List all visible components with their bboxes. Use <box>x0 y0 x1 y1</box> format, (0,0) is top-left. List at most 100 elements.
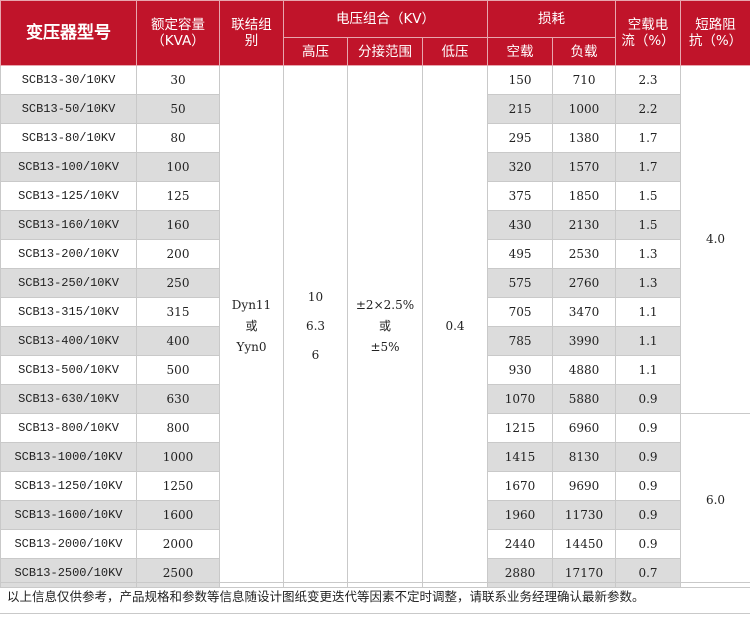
load-loss-cell: 9690 <box>552 471 617 501</box>
capacity-cell: 200 <box>136 239 220 269</box>
header-capacity: 额定容量 （KVA） <box>136 0 220 66</box>
table-row: SCB13-30/10KV 30 Dyn11 或 Yyn0 10 6.3 6 ±2×2.5% 或 ±… <box>0 65 750 588</box>
capacity-cell: 1000 <box>136 442 220 472</box>
capacity-cell: 630 <box>136 384 220 414</box>
no-load-loss-cell: 295 <box>487 123 554 153</box>
model-cell: SCB13-1000/10KV <box>0 442 137 472</box>
impedance-cell: 6.0 <box>680 413 750 588</box>
table-row: SCB13-160/10KV 160 430 2130 1.5 <box>0 210 750 240</box>
no-load-loss-cell: 495 <box>487 239 554 269</box>
model-cell: SCB13-1600/10KV <box>0 500 137 530</box>
model-cell: SCB13-800/10KV <box>0 413 137 443</box>
load-loss-cell: 3470 <box>552 297 617 327</box>
load-loss-cell: 8130 <box>552 442 617 472</box>
table-row: SCB13-125/10KV 125 375 1850 1.5 <box>0 181 750 211</box>
no-load-loss-cell: 375 <box>487 181 554 211</box>
load-loss-cell: 2530 <box>552 239 617 269</box>
footnote: 以上信息仅供参考，产品规格和参数等信息随设计图纸变更迭代等因素不定时调整，请联系… <box>0 582 750 614</box>
no-load-loss-cell: 430 <box>487 210 554 240</box>
no-load-loss-cell: 150 <box>487 65 554 95</box>
no-load-current-cell: 1.1 <box>615 326 682 356</box>
header-impedance: 短路阻 抗（%） <box>680 0 750 66</box>
load-loss-cell: 17170 <box>552 558 617 588</box>
no-load-loss-cell: 785 <box>487 326 554 356</box>
no-load-current-cell: 0.9 <box>615 384 682 414</box>
load-loss-cell: 14450 <box>552 529 617 559</box>
table-header: 变压器型号 额定容量 （KVA） 联结组别 电压组合（KV） 损耗 空载电 流（%）… <box>0 0 750 66</box>
model-cell: SCB13-100/10KV <box>0 152 137 182</box>
no-load-current-cell: 0.9 <box>615 529 682 559</box>
header-loss: 损耗 <box>487 0 617 38</box>
table-row: SCB13-630/10KV 630 1070 5880 0.9 <box>0 384 750 414</box>
no-load-current-cell: 2.2 <box>615 94 682 124</box>
impedance-cell: 4.0 <box>680 65 750 414</box>
header-tap-range: 分接范围 <box>347 37 423 66</box>
no-load-loss-cell: 1960 <box>487 500 554 530</box>
model-cell: SCB13-250/10KV <box>0 268 137 298</box>
model-cell: SCB13-30/10KV <box>0 65 137 95</box>
capacity-cell: 1250 <box>136 471 220 501</box>
no-load-current-cell: 1.3 <box>615 268 682 298</box>
no-load-loss-cell: 215 <box>487 94 554 124</box>
no-load-loss-cell: 1215 <box>487 413 554 443</box>
table-row: SCB13-200/10KV 200 495 2530 1.3 <box>0 239 750 269</box>
header-model: 变压器型号 <box>0 0 137 66</box>
model-cell: SCB13-200/10KV <box>0 239 137 269</box>
no-load-current-cell: 2.3 <box>615 65 682 95</box>
table-row: SCB13-1250/10KV 1250 1670 9690 0.9 <box>0 471 750 501</box>
header-connection: 联结组别 <box>219 0 284 66</box>
capacity-cell: 30 <box>136 65 220 95</box>
capacity-cell: 1600 <box>136 500 220 530</box>
no-load-loss-cell: 575 <box>487 268 554 298</box>
no-load-current-cell: 0.9 <box>615 413 682 443</box>
capacity-cell: 125 <box>136 181 220 211</box>
header-load-loss: 负载 <box>552 37 617 66</box>
capacity-cell: 160 <box>136 210 220 240</box>
connection-group-cell: Dyn11 或 Yyn0 <box>219 65 284 588</box>
table-row: SCB13-500/10KV 500 930 4880 1.1 <box>0 355 750 385</box>
table-row: SCB13-80/10KV 80 295 1380 1.7 <box>0 123 750 153</box>
capacity-cell: 50 <box>136 94 220 124</box>
no-load-current-cell: 1.7 <box>615 152 682 182</box>
capacity-cell: 315 <box>136 297 220 327</box>
table-row: SCB13-250/10KV 250 575 2760 1.3 <box>0 268 750 298</box>
no-load-current-cell: 1.3 <box>615 239 682 269</box>
model-cell: SCB13-125/10KV <box>0 181 137 211</box>
model-cell: SCB13-2000/10KV <box>0 529 137 559</box>
no-load-current-cell: 0.9 <box>615 500 682 530</box>
no-load-current-cell: 1.5 <box>615 210 682 240</box>
no-load-current-cell: 1.7 <box>615 123 682 153</box>
header-no-load-loss: 空载 <box>487 37 554 66</box>
no-load-current-cell: 0.9 <box>615 442 682 472</box>
table-body: SCB13-30/10KV 30 Dyn11 或 Yyn0 10 6.3 6 ±2×2.5% 或 ±… <box>0 65 750 588</box>
no-load-current-cell: 0.9 <box>615 471 682 501</box>
model-cell: SCB13-500/10KV <box>0 355 137 385</box>
capacity-cell: 80 <box>136 123 220 153</box>
tap-range-cell: ±2×2.5% 或 ±5% <box>347 65 423 588</box>
no-load-current-cell: 1.1 <box>615 297 682 327</box>
capacity-cell: 500 <box>136 355 220 385</box>
load-loss-cell: 11730 <box>552 500 617 530</box>
load-loss-cell: 1380 <box>552 123 617 153</box>
model-cell: SCB13-400/10KV <box>0 326 137 356</box>
no-load-loss-cell: 2440 <box>487 529 554 559</box>
load-loss-cell: 3990 <box>552 326 617 356</box>
table-row: SCB13-2000/10KV 2000 2440 14450 0.9 <box>0 529 750 559</box>
table-row: SCB13-100/10KV 100 320 1570 1.7 <box>0 152 750 182</box>
load-loss-cell: 5880 <box>552 384 617 414</box>
load-loss-cell: 2130 <box>552 210 617 240</box>
capacity-cell: 400 <box>136 326 220 356</box>
no-load-loss-cell: 1070 <box>487 384 554 414</box>
capacity-cell: 2000 <box>136 529 220 559</box>
header-no-load-current: 空载电 流（%） <box>615 0 682 66</box>
model-cell: SCB13-1250/10KV <box>0 471 137 501</box>
model-cell: SCB13-80/10KV <box>0 123 137 153</box>
no-load-loss-cell: 930 <box>487 355 554 385</box>
no-load-loss-cell: 705 <box>487 297 554 327</box>
table-row: SCB13-800/10KV 800 1215 6960 0.9 6.0 <box>0 413 750 588</box>
no-load-loss-cell: 320 <box>487 152 554 182</box>
model-cell: SCB13-160/10KV <box>0 210 137 240</box>
no-load-loss-cell: 1670 <box>487 471 554 501</box>
header-low-voltage: 低压 <box>421 37 489 66</box>
